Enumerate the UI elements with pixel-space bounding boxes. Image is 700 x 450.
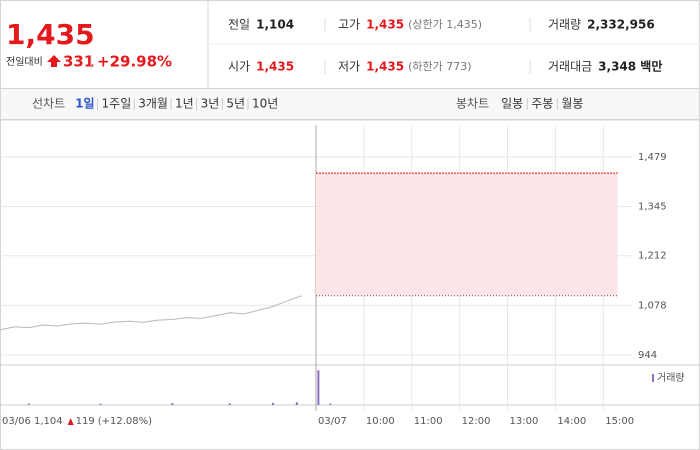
stat-value: 1,435	[256, 60, 294, 74]
price: 1,435	[6, 18, 95, 51]
stat-note: (하한가 773)	[408, 59, 471, 73]
tab[interactable]: 1주일	[102, 97, 132, 111]
x-tick-label: 12:00	[462, 416, 491, 427]
range-area	[316, 173, 618, 296]
y-tick-label: 1,479	[638, 152, 667, 163]
tab[interactable]: 5년	[226, 97, 245, 111]
volume-bar	[27, 403, 30, 405]
stat-note: (상한가 1,435)	[408, 18, 482, 31]
tab[interactable]: 일봉	[501, 97, 523, 111]
tab-bar	[0, 88, 700, 120]
stat-value: 3,348 백만	[598, 59, 662, 74]
y-tick-label: 944	[638, 350, 657, 361]
tab[interactable]: 1년	[175, 97, 194, 111]
volume-bar	[99, 403, 102, 405]
tab[interactable]: 주봉	[531, 97, 553, 111]
legend-label: 거래량	[657, 372, 685, 384]
volume-bar	[228, 403, 231, 405]
volume-bar	[171, 403, 174, 405]
up-triangle	[67, 418, 74, 425]
footer-close: 1,104	[34, 416, 63, 427]
change-pct: +29.98%	[97, 53, 172, 71]
stat-value: 1,435	[366, 18, 404, 32]
stat-value: 2,332,956	[587, 18, 655, 32]
stat-label: 저가	[338, 60, 360, 74]
stat-label: 시가	[228, 60, 250, 74]
volume-bar	[271, 402, 274, 405]
y-tick-label: 1,078	[638, 300, 667, 311]
tab-group-label: 봉차트	[456, 97, 489, 111]
x-tick-label: 03/06	[2, 416, 31, 427]
stat-value: 1,104	[256, 18, 294, 32]
x-tick-label: 10:00	[366, 416, 395, 427]
up-icon	[47, 55, 61, 67]
tab[interactable]: 1일	[75, 97, 94, 111]
change: 331	[63, 53, 94, 71]
stat-value: 1,435	[366, 60, 404, 74]
stat-label: 거래량	[548, 18, 581, 32]
volume-bar	[295, 402, 298, 405]
change-label: 전일대비	[6, 56, 43, 68]
x-tick-label: 13:00	[510, 416, 539, 427]
footer-change-pct: (+12.08%)	[98, 416, 152, 427]
price-line	[0, 295, 302, 331]
x-tick-label: 03/07	[318, 416, 347, 427]
tab-group-label: 선차트	[32, 97, 65, 111]
tab[interactable]: 3년	[201, 97, 220, 111]
tab[interactable]: 월봉	[561, 97, 583, 111]
tab[interactable]: 3개월	[138, 97, 168, 111]
y-tick-label: 1,212	[638, 251, 667, 262]
footer-change: 119	[76, 416, 95, 427]
x-tick-label: 11:00	[414, 416, 443, 427]
legend-swatch	[652, 374, 654, 382]
stat-label: 전일	[228, 18, 250, 32]
x-tick-label: 15:00	[605, 416, 634, 427]
stat-label: 거래대금	[548, 60, 592, 74]
tab[interactable]: 10년	[252, 97, 278, 111]
volume-bar	[329, 403, 332, 405]
y-tick-label: 1,345	[638, 201, 667, 212]
x-tick-label: 14:00	[557, 416, 586, 427]
stat-label: 고가	[338, 18, 360, 32]
volume-bar	[317, 370, 320, 405]
